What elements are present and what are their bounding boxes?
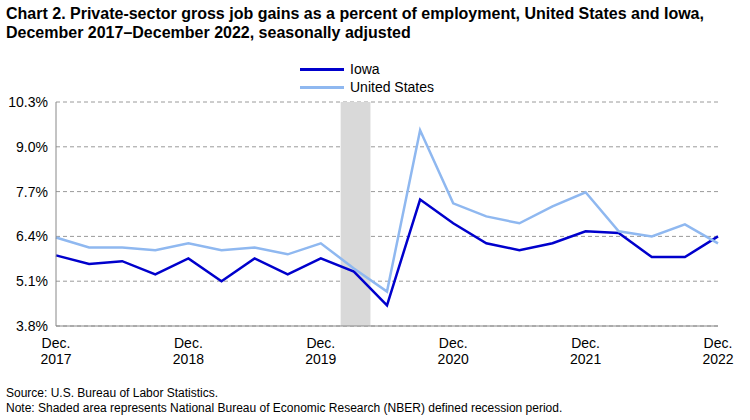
svg-text:Dec.2020: Dec.2020 bbox=[438, 335, 469, 367]
html-text:Chart 2. Private-sector gross: Chart 2. Private-sector gross job gains … bbox=[6, 5, 704, 41]
svg-text:Dec.2021: Dec.2021 bbox=[570, 335, 601, 367]
svg-text:10.3%: 10.3% bbox=[8, 94, 48, 110]
svg-text:6.4%: 6.4% bbox=[16, 228, 48, 244]
svg-text:Dec.2022: Dec.2022 bbox=[702, 335, 733, 367]
svg-text:Dec.2019: Dec.2019 bbox=[305, 335, 336, 367]
html-text:Note: Shaded area represents N: Note: Shaded area represents National Bu… bbox=[6, 401, 563, 415]
svg-text:7.7%: 7.7% bbox=[16, 184, 48, 200]
svg-text:Dec.2017: Dec.2017 bbox=[40, 335, 71, 367]
svg-text:5.1%: 5.1% bbox=[16, 273, 48, 289]
html-text:Source: U.S. Bureau of Labor S: Source: U.S. Bureau of Labor Statistics. bbox=[6, 386, 219, 400]
svg-text:3.8%: 3.8% bbox=[16, 318, 48, 334]
html-text:United States: United States bbox=[350, 79, 435, 95]
svg-text:9.0%: 9.0% bbox=[16, 139, 48, 155]
svg-text:Dec.2018: Dec.2018 bbox=[173, 335, 204, 367]
html-text:Iowa: Iowa bbox=[350, 61, 380, 77]
